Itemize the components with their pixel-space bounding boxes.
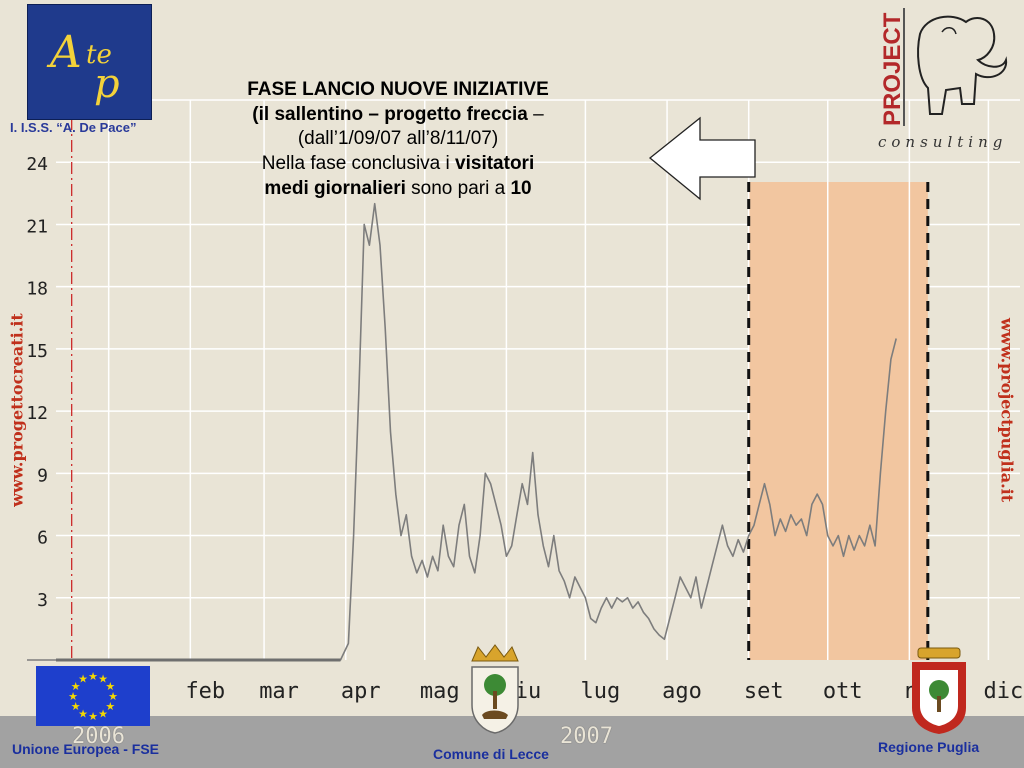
atep-logo-letter-p: p xyxy=(94,61,120,107)
footer-band xyxy=(0,716,1024,768)
y-tick-label: 6 xyxy=(37,528,48,549)
y-tick-label: 3 xyxy=(37,590,48,611)
side-url-left: www.progettocreati.it xyxy=(2,300,32,520)
page-title: FASE LANCIO NUOVE INIZIATIVE (il sallent… xyxy=(188,78,608,201)
y-tick-label: 9 xyxy=(37,465,48,486)
x-tick-label-dic: dic xyxy=(984,679,1024,704)
x-tick-label-apr: apr xyxy=(341,679,381,704)
eu-star-icon: ★ xyxy=(68,691,78,703)
elephant-icon xyxy=(917,15,1008,115)
title-line-3: (dall’1/09/07 all’8/11/07) xyxy=(297,128,499,150)
title-line-2: (il sallentino – progetto freccia – xyxy=(252,103,544,125)
eu-star-icon: ★ xyxy=(71,681,81,693)
x-tick-label-lug: lug xyxy=(581,679,621,704)
project-logo-text: PROJECT xyxy=(879,12,906,126)
projectpuglia-url[interactable]: www.projectpuglia.it xyxy=(997,317,1017,503)
x-tick-label-mar: mar xyxy=(259,679,299,704)
atep-logo: A te p xyxy=(27,4,152,120)
eu-star-icon: ★ xyxy=(98,708,108,720)
eu-star-icon: ★ xyxy=(105,681,115,693)
school-name: I. I.S.S. “A. De Pace” xyxy=(10,120,137,135)
chart-grid xyxy=(56,99,1020,599)
atep-logo-letters-te: te xyxy=(86,40,112,70)
x-tick-label-mag: mag xyxy=(420,679,460,704)
title-line-4: Nella fase conclusiva i visitatori xyxy=(261,153,535,175)
title-line-1: FASE LANCIO NUOVE INIZIATIVE xyxy=(247,79,549,100)
year-2006-label: 2006 xyxy=(72,724,125,749)
consulting-text: consulting xyxy=(878,133,1007,151)
x-tick-label-set: set xyxy=(744,679,784,704)
y-tick-label: 21 xyxy=(26,216,48,237)
title-line-5: medi giornalieri sono pari a 10 xyxy=(264,177,532,199)
atep-logo-letter-a: A xyxy=(46,27,82,78)
y-tick-label: 18 xyxy=(26,279,48,300)
eu-star-icon: ★ xyxy=(71,701,81,713)
eu-star-icon: ★ xyxy=(78,708,88,720)
eu-star-icon: ★ xyxy=(88,671,98,683)
eu-flag-icon: ★ ★ ★ ★ ★ ★ ★ ★ ★ ★ ★ ★ xyxy=(36,666,150,726)
side-url-right: www.projectpuglia.it xyxy=(992,300,1022,520)
lecce-label: Comune di Lecce xyxy=(433,746,549,762)
year-2007-label: 2007 xyxy=(560,724,613,749)
eu-star-icon: ★ xyxy=(78,674,88,686)
y-tick-label: 15 xyxy=(26,341,48,362)
progettocreati-url[interactable]: www.progettocreati.it xyxy=(7,313,27,507)
series-line xyxy=(27,202,897,661)
y-tick-label: 12 xyxy=(26,403,48,424)
eu-star-icon: ★ xyxy=(88,711,98,723)
y-axis-ticks: 3 6 9 12 15 18 21 24 xyxy=(26,154,48,611)
x-tick-label-ago: ago xyxy=(662,679,702,704)
puglia-label: Regione Puglia xyxy=(878,739,980,755)
highlight-period xyxy=(748,182,928,660)
project-consulting-logo: PROJECT consulting xyxy=(842,4,1022,154)
eu-label: Unione Europea - FSE xyxy=(12,741,160,757)
eu-star-icon: ★ xyxy=(98,674,108,686)
eu-star-icon: ★ xyxy=(105,701,115,713)
y-tick-label: 24 xyxy=(26,154,48,175)
eu-star-icon: ★ xyxy=(108,691,118,703)
left-arrow-icon xyxy=(648,116,756,201)
x-tick-label-ott: ott xyxy=(823,679,863,704)
lecce-coat-of-arms-icon xyxy=(471,644,519,734)
x-tick-label-feb: feb xyxy=(185,679,225,704)
month-grid-lines xyxy=(107,100,990,660)
puglia-coat-of-arms-icon xyxy=(912,647,966,734)
x-axis-ticks: genfebmaraprmaggiulugagosetottnovdic xyxy=(104,679,1023,704)
